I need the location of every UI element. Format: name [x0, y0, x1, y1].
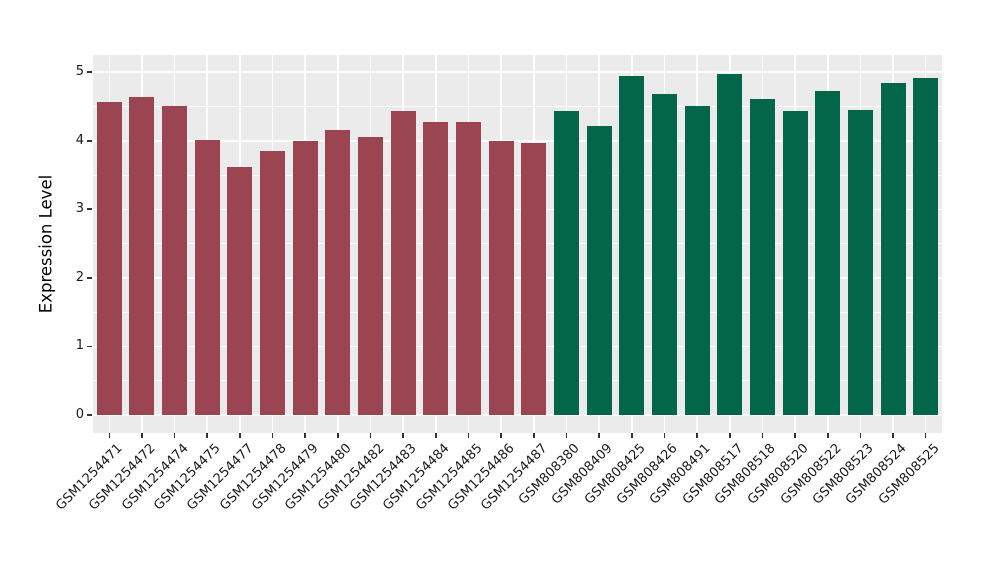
bar [782, 110, 808, 415]
x-tick-mark [337, 433, 339, 438]
x-tick-mark [500, 433, 502, 438]
x-tick-mark [565, 433, 568, 438]
y-tick-label: 5 [75, 64, 84, 80]
bar [260, 151, 286, 415]
major-gridline [93, 414, 942, 416]
bar [162, 105, 188, 415]
bar [390, 111, 416, 415]
minor-gridline [93, 380, 942, 382]
y-axis-title: Expression Level [36, 174, 56, 314]
bar [749, 98, 775, 415]
x-tick-mark [892, 433, 894, 438]
minor-gridline [93, 174, 942, 176]
bar [358, 136, 384, 415]
y-tick-mark [87, 414, 92, 416]
x-tick-mark [435, 433, 437, 438]
x-tick-mark [369, 433, 372, 438]
minor-gridline [93, 105, 942, 107]
bar [129, 96, 155, 415]
x-tick-mark [304, 433, 307, 438]
plot-panel [93, 55, 942, 433]
major-gridline [93, 277, 942, 279]
x-tick-mark [467, 433, 470, 438]
x-tick-mark [761, 433, 764, 438]
y-tick-mark [87, 208, 92, 211]
minor-gridline [93, 311, 942, 313]
x-tick-mark [663, 433, 666, 438]
x-tick-mark [924, 433, 927, 438]
x-tick-mark [271, 433, 274, 438]
minor-gridline [93, 243, 942, 245]
bar [684, 105, 710, 415]
bar [586, 126, 612, 415]
y-tick-mark [87, 277, 92, 279]
bar [619, 75, 645, 415]
bar [913, 78, 939, 415]
major-gridline [93, 208, 942, 211]
bar [227, 166, 253, 415]
y-tick-label: 3 [75, 201, 84, 217]
bar [553, 111, 579, 415]
x-tick-mark [728, 433, 731, 438]
bar [194, 140, 220, 415]
major-gridline [93, 345, 942, 348]
y-tick-label: 2 [75, 269, 84, 285]
bar [456, 121, 482, 415]
x-tick-mark [239, 433, 241, 438]
y-tick-mark [87, 345, 92, 348]
bar [488, 140, 514, 415]
bar [325, 129, 351, 415]
y-tick-label: 1 [75, 338, 84, 354]
x-tick-mark [696, 433, 698, 438]
y-tick-label: 0 [75, 407, 84, 422]
x-tick-mark [598, 433, 600, 438]
x-tick-mark [141, 433, 143, 438]
bar [847, 109, 873, 415]
y-tick-mark [87, 71, 92, 73]
bar [292, 141, 318, 415]
bar [423, 121, 449, 415]
bar [521, 142, 547, 415]
x-tick-mark [402, 433, 404, 438]
major-gridline [93, 71, 942, 73]
x-tick-mark [630, 433, 633, 438]
bar [815, 91, 841, 415]
x-tick-mark [533, 433, 535, 438]
x-tick-mark [108, 433, 111, 438]
bar [880, 83, 906, 415]
bar [717, 73, 743, 415]
x-tick-mark [826, 433, 829, 438]
x-tick-mark [173, 433, 176, 438]
x-tick-mark [206, 433, 209, 438]
y-tick-label: 4 [75, 132, 84, 148]
x-tick-mark [859, 433, 862, 438]
bar [651, 94, 677, 415]
major-gridline [93, 139, 942, 142]
bar [96, 101, 122, 415]
x-tick-mark [794, 433, 796, 438]
y-tick-mark [87, 139, 92, 142]
